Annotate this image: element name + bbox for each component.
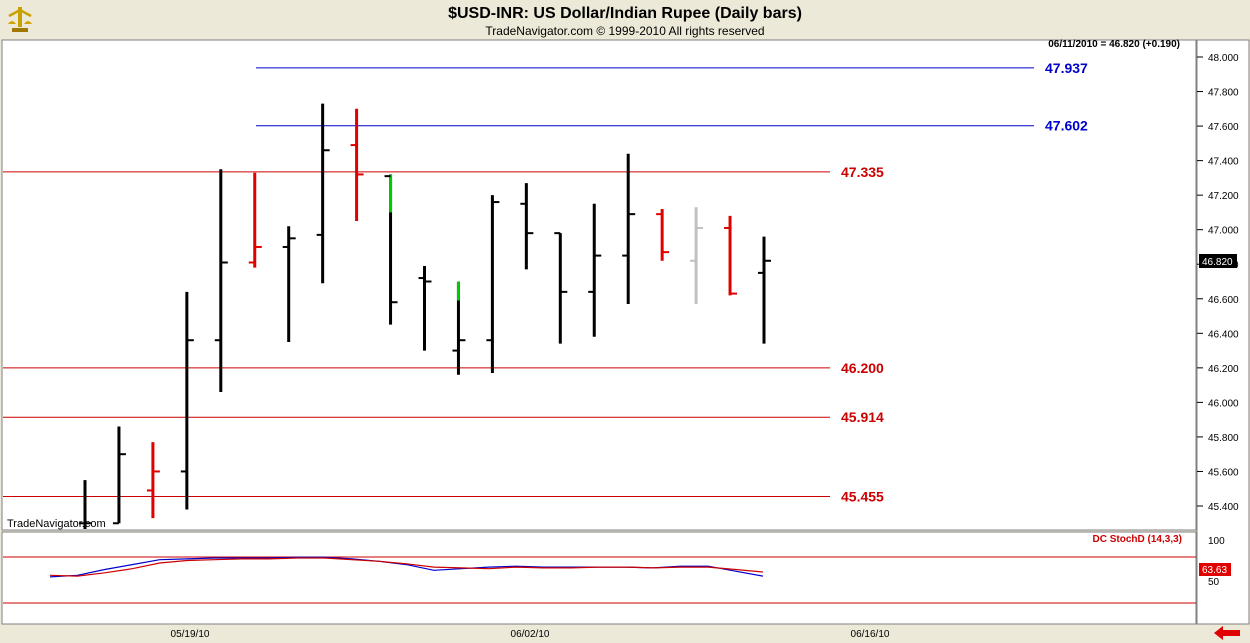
time-tick-label: 06/16/10 — [851, 629, 890, 640]
price-tick-label: 46.600 — [1208, 295, 1239, 306]
stochastic-tick-label: 100 — [1208, 536, 1225, 547]
price-tick-label: 46.200 — [1208, 364, 1239, 375]
level-label: 46.200 — [841, 360, 884, 376]
price-axis-ticks: 48.000 47.800 47.600 47.400 47.200 47.000 46.8… — [1197, 53, 1239, 513]
time-tick-label: 05/19/10 — [171, 629, 210, 640]
price-tick-label: 45.800 — [1208, 433, 1239, 444]
price-tick-label: 47.800 — [1208, 88, 1239, 99]
chart-header: $USD-INR: US Dollar/Indian Rupee (Daily … — [0, 0, 1250, 38]
time-tick-label: 06/02/10 — [511, 629, 550, 640]
scroll-left-arrow-icon[interactable] — [1214, 626, 1240, 640]
price-tick-label: 45.400 — [1208, 502, 1239, 513]
price-tick-label: 45.600 — [1208, 467, 1239, 478]
stochastic-lines: 100 50 — [3, 536, 1225, 604]
price-tick-label: 48.000 — [1208, 53, 1239, 64]
level-label: 47.335 — [841, 164, 884, 180]
price-tick-label: 47.000 — [1208, 226, 1239, 237]
level-label: 45.455 — [841, 489, 884, 505]
support-resistance-levels: 47.937 47.602 47.335 46.200 45.914 45.455 — [3, 60, 1088, 505]
time-axis — [2, 625, 1196, 642]
stochastic-tick-label: 50 — [1208, 577, 1220, 588]
price-plot-area[interactable] — [1, 39, 1197, 531]
price-axis — [1196, 39, 1250, 625]
watermark-text: TradeNavigator.com — [7, 518, 106, 530]
time-axis-ticks: 05/19/10 06/02/10 06/16/10 — [171, 629, 890, 640]
last-price-label: 46.820 — [1202, 257, 1233, 268]
trade-navigator-logo-icon — [6, 4, 34, 34]
price-tick-label: 47.200 — [1208, 191, 1239, 202]
stochastic-last-label: 63.63 — [1202, 565, 1227, 576]
stochastic-series-line — [49, 557, 764, 577]
price-tick-label: 46.400 — [1208, 329, 1239, 340]
level-label: 47.937 — [1045, 60, 1088, 76]
price-tick-label: 46.000 — [1208, 398, 1239, 409]
level-label: 45.914 — [841, 409, 884, 425]
stochastic-plot-area[interactable] — [1, 531, 1197, 625]
level-label: 47.602 — [1045, 118, 1088, 134]
price-tick-label: 47.400 — [1208, 157, 1239, 168]
ohlc-bars — [79, 103, 771, 529]
chart-subtitle: TradeNavigator.com © 1999-2010 All right… — [485, 24, 765, 38]
chart-title: $USD-INR: US Dollar/Indian Rupee (Daily … — [448, 5, 802, 22]
price-info: 06/11/2010 = 46.820 (+0.190) — [1048, 39, 1180, 50]
stochastic-title: DC StochD (14,3,3) — [1093, 534, 1182, 545]
last-price-marker — [1199, 254, 1237, 268]
stochastic-last-marker — [1199, 563, 1231, 576]
price-tick-label: 47.600 — [1208, 122, 1239, 133]
